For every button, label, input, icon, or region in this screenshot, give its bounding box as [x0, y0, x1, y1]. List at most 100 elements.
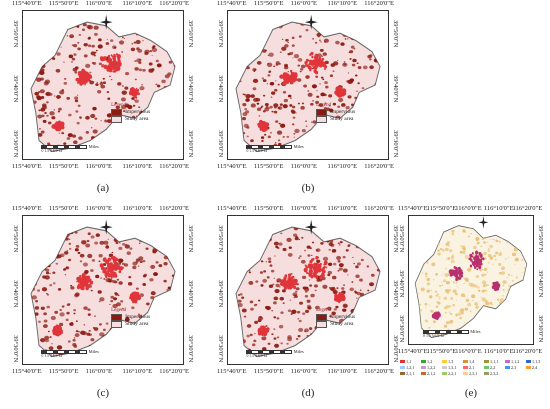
- scale-unit-label: Miles: [87, 144, 99, 149]
- lon-tick-top: 115°40'0"E: [398, 205, 428, 212]
- map-legend: Legend Impervious Study area: [316, 308, 356, 329]
- lon-tick-top: 115°40'0"E: [12, 205, 42, 212]
- panel-e-legend-swatch: [463, 360, 468, 363]
- panel-e-legend-swatch: [421, 372, 426, 375]
- lat-tick-right: 39°50'0"N: [187, 20, 194, 48]
- lat-tick-right: 39°30'0"N: [392, 130, 399, 158]
- legend-impervious-label: Impervious: [330, 109, 356, 116]
- lon-tick-bottom: 116°20'0"E: [159, 163, 189, 170]
- lon-tick-bottom: 116°10'0"E: [122, 163, 153, 170]
- panel-e-legend-label: 2,1,2: [427, 371, 436, 376]
- lat-tick-left: 39°30'0"N: [12, 335, 19, 363]
- lat-tick-left: 39°40'0"N: [12, 75, 19, 103]
- lon-tick-top: 116°0'0"E: [85, 0, 113, 7]
- lon-tick-top: 115°40'0"E: [217, 0, 247, 7]
- map-legend: Legend Impervious Study area: [111, 103, 151, 124]
- panel-e-legend-swatch: [505, 366, 510, 369]
- panel-e-legend-item: 1,2,1: [400, 365, 419, 370]
- lon-tick-bottom: 115°50'0"E: [426, 348, 457, 355]
- panel-caption: (e): [464, 387, 478, 399]
- scale-unit-label: Miles: [469, 329, 481, 334]
- panel-e-legend-swatch: [442, 372, 447, 375]
- scale-unit-label: Miles: [292, 144, 304, 149]
- lat-tick-left: 39°30'0"N: [217, 130, 224, 158]
- panel-e-legend-item: 1,1,3: [526, 359, 545, 364]
- legend-study-label: Study area: [125, 321, 149, 328]
- panel-e-legend-item: 2,3,1: [463, 371, 482, 376]
- lon-tick-top: 115°40'0"E: [217, 205, 247, 212]
- impervious-swatch: [111, 109, 123, 117]
- study-area-swatch: [111, 321, 123, 329]
- lat-tick-left: 39°40'0"N: [398, 270, 405, 298]
- panel-e-legend-label: 2,1: [469, 365, 475, 370]
- legend-row-impervious: Impervious: [111, 109, 151, 117]
- compass-icon: [304, 219, 318, 235]
- study-area-map: [235, 14, 381, 153]
- lat-tick-right: 39°40'0"N: [392, 75, 399, 103]
- panel-e-legend-item: 2,1,2: [421, 371, 440, 376]
- panel-e-legend-item: 2,1,1: [400, 371, 419, 376]
- lat-tick-left: 39°50'0"N: [217, 225, 224, 253]
- panel-e-legend-swatch: [442, 360, 447, 363]
- panel-e-legend-item: 1,1: [400, 359, 419, 364]
- legend-row-study: Study area: [111, 321, 150, 329]
- lon-tick-top: 116°20'0"E: [512, 205, 543, 212]
- lon-tick-bottom: 116°20'0"E: [512, 348, 543, 355]
- study-area-polygon: [414, 225, 528, 339]
- legend-title: Legend: [316, 308, 332, 313]
- panel-e-legend-label: 2,2: [490, 365, 496, 370]
- scale-numbers: 0 1.5 3 6 9 12: [246, 354, 268, 358]
- lon-tick-bottom: 115°50'0"E: [253, 368, 284, 375]
- lon-tick-bottom: 116°20'0"E: [364, 163, 394, 170]
- lat-tick-right: 39°30'0"N: [187, 335, 194, 363]
- panel-e-legend-swatch: [421, 360, 426, 363]
- legend-impervious-label: Impervious: [125, 109, 151, 116]
- study-area-map: [30, 14, 176, 153]
- scale-bar-graphic: [41, 144, 88, 149]
- study-area-swatch: [316, 116, 328, 124]
- map-frame: [227, 10, 389, 160]
- impervious-swatch: [316, 109, 328, 117]
- panel-e-legend-swatch: [400, 366, 405, 369]
- lon-tick-bottom: 115°50'0"E: [48, 163, 79, 170]
- scale-bar: Miles 0 1.5 3 6 9 12: [246, 349, 304, 358]
- legend-row-study: Study area: [316, 321, 355, 329]
- legend-title: Legend: [111, 103, 127, 108]
- panel-e-legend-swatch: [484, 360, 489, 363]
- panel-e-legend-swatch: [400, 360, 405, 363]
- lon-tick-top: 115°50'0"E: [48, 205, 79, 212]
- panel-e-legend-label: 2,4: [532, 365, 538, 370]
- lon-tick-bottom: 115°40'0"E: [217, 163, 247, 170]
- panel-caption: (b): [301, 182, 315, 194]
- legend-title: Legend: [316, 103, 332, 108]
- map-frame: [227, 215, 389, 365]
- scale-bar-graphic: [423, 329, 470, 334]
- panel-e-legend-item: 1,2: [421, 359, 440, 364]
- panel-e-legend-swatch: [463, 372, 468, 375]
- study-area-map: [235, 219, 381, 358]
- scale-unit-label: Miles: [87, 349, 99, 354]
- panel-e-legend-item: 2,3: [505, 365, 524, 370]
- panel-e-legend-item: 2,2,1: [442, 371, 461, 376]
- panel-e-legend-label: 2,2,1: [448, 371, 457, 376]
- study-area-swatch: [111, 116, 123, 124]
- legend-study-label: Study area: [330, 116, 354, 123]
- scale-bar: Miles 0 1.5 3 6 9 12: [246, 144, 304, 153]
- legend-row-impervious: Impervious: [316, 109, 356, 117]
- panel-e-legend-swatch: [421, 366, 426, 369]
- legend-study-label: Study area: [125, 116, 149, 123]
- lon-tick-bottom: 115°40'0"E: [398, 348, 428, 355]
- panel-e-legend-label: 1,2: [427, 359, 433, 364]
- panel-e-legend-label: 1,1: [406, 359, 412, 364]
- legend-impervious-label: Impervious: [330, 314, 356, 321]
- panel-caption: (d): [301, 387, 315, 399]
- map-panel-c: 115°40'0"E 115°40'0"E 115°50'0"E 115°50'0"E…: [0, 205, 200, 405]
- panel-e-legend-swatch: [526, 360, 531, 363]
- panel-e-legend: 1,1 1,2 1,3 1,4 1,1,1 1,1,2 1,1,3 1,2,1 1,2,2 1,3…: [400, 359, 550, 376]
- lat-tick-left: 39°50'0"N: [398, 225, 405, 253]
- panel-e-legend-label: 1,3: [448, 359, 454, 364]
- panel-e-legend-item: 2,4: [526, 365, 545, 370]
- panel-e-legend-item: 1,2,2: [421, 365, 440, 370]
- panel-e-legend-item: 1,1,1: [484, 359, 503, 364]
- panel-e-legend-item: 2,1: [463, 365, 482, 370]
